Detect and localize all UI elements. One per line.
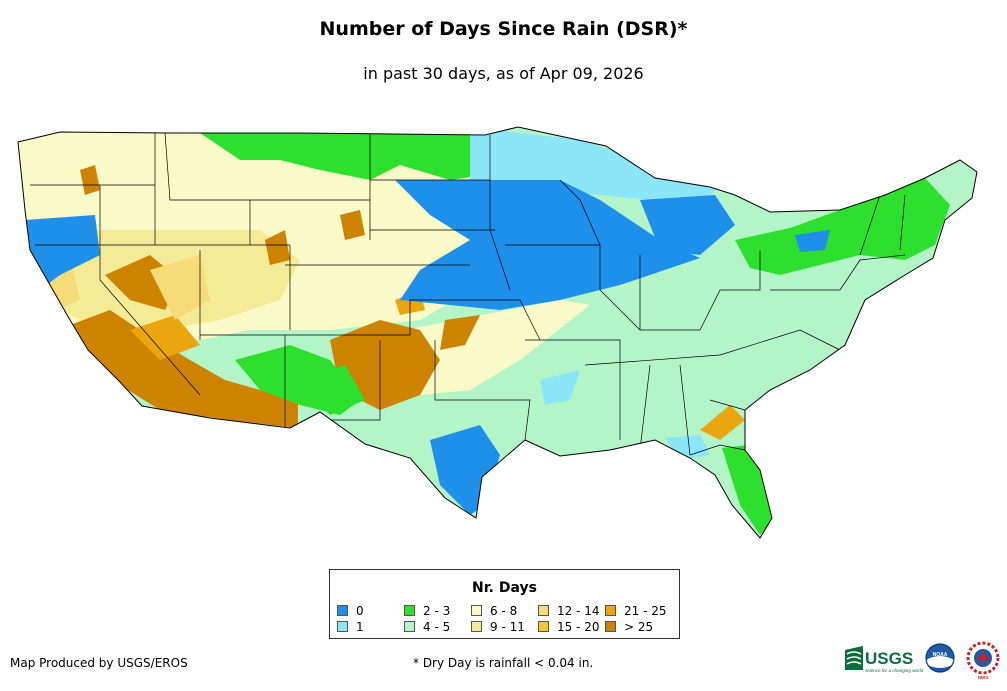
legend-label: 0 bbox=[356, 604, 364, 618]
usgs-logo: USGS science for a changing world bbox=[845, 646, 924, 673]
legend-swatch bbox=[605, 621, 616, 632]
state-boundaries bbox=[30, 132, 906, 456]
nws-logo-text: NWS bbox=[978, 675, 989, 680]
legend-swatch bbox=[471, 605, 482, 616]
us-outline bbox=[17, 126, 978, 539]
legend-swatch bbox=[471, 621, 482, 632]
legend-label: 21 - 25 bbox=[624, 604, 667, 618]
legend-swatch bbox=[404, 605, 415, 616]
legend-title: Nr. Days bbox=[472, 580, 537, 596]
legend-swatch bbox=[404, 621, 415, 632]
legend-box: Nr. Days 0 1 2 - 3 4 - 5 6 - 8 9 - 11 12… bbox=[329, 569, 680, 639]
legend-label: > 25 bbox=[624, 620, 654, 634]
legend-swatch bbox=[538, 605, 549, 616]
map-credit: Map Produced by USGS/EROS bbox=[10, 656, 188, 670]
dry-day-footnote: * Dry Day is rainfall < 0.04 in. bbox=[413, 656, 594, 670]
legend-label: 15 - 20 bbox=[557, 620, 600, 634]
map-subtitle: in past 30 days, as of Apr 09, 2026 bbox=[363, 64, 644, 83]
legend-label: 2 - 3 bbox=[423, 604, 451, 618]
legend-swatch bbox=[337, 605, 348, 616]
agency-logos: USGS science for a changing world NOAA N… bbox=[845, 641, 1000, 680]
legend-label: 9 - 11 bbox=[490, 620, 525, 634]
usgs-logo-text: USGS bbox=[865, 649, 913, 668]
legend-swatch bbox=[337, 621, 348, 632]
noaa-logo: NOAA bbox=[925, 643, 955, 673]
map-title: Number of Days Since Rain (DSR)* bbox=[319, 18, 688, 40]
dsr-regions bbox=[18, 127, 977, 538]
noaa-logo-text: NOAA bbox=[933, 652, 948, 658]
legend-swatch bbox=[605, 605, 616, 616]
us-map bbox=[17, 126, 978, 539]
legend-label: 6 - 8 bbox=[490, 604, 518, 618]
legend-label: 12 - 14 bbox=[557, 604, 600, 618]
usgs-tagline: science for a changing world bbox=[865, 668, 924, 673]
legend-label: 1 bbox=[356, 620, 364, 634]
legend-label: 4 - 5 bbox=[423, 620, 451, 634]
legend-swatch bbox=[538, 621, 549, 632]
nws-logo: NWS bbox=[966, 641, 1000, 680]
